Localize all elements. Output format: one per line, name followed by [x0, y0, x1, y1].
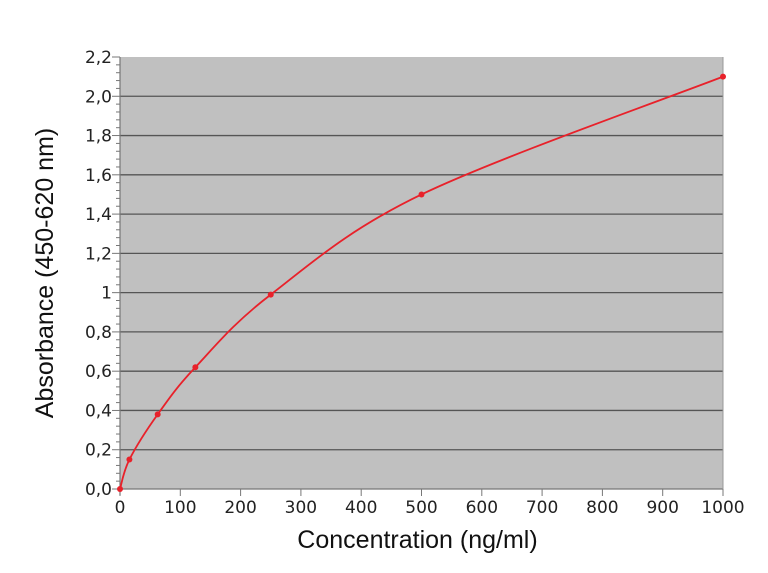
y-tick-label: 1,6	[85, 166, 112, 186]
y-tick-label: 1,8	[85, 127, 112, 147]
y-tick-label: 1,4	[85, 205, 112, 225]
y-tick-label: 2,0	[85, 87, 112, 107]
x-tick-label: 100	[164, 498, 196, 518]
y-tick-label: 2,2	[85, 48, 112, 68]
data-point-marker	[267, 291, 274, 298]
x-tick-label: 400	[345, 498, 377, 518]
data-point-marker	[154, 411, 161, 418]
series-line	[119, 75, 724, 490]
y-tick-label: 0,2	[85, 441, 112, 461]
y-tick-label: 1,2	[85, 244, 112, 264]
x-axis: 0 100 200 300 400 500 600 700 800 900 1000	[115, 57, 745, 518]
y-tick-label: 0,6	[85, 362, 112, 382]
y-tick-label: 0,8	[85, 323, 112, 343]
y-axis: 0,0 0,2 0,4 0,6 0,8 1 1,2 1,4 1,6 1,8 2,0 2,2	[85, 48, 121, 500]
x-tick-label: 900	[646, 498, 678, 518]
x-tick-label: 600	[466, 498, 498, 518]
x-axis-title: Concentration (ng/ml)	[297, 526, 537, 554]
y-tick-label: 1	[101, 284, 112, 304]
x-tick-label: 200	[224, 498, 256, 518]
x-tick-label: 0	[115, 498, 126, 518]
plot-area	[120, 57, 723, 489]
data-point-marker	[720, 73, 726, 80]
data-point-marker	[192, 364, 199, 371]
data-point-marker	[418, 191, 425, 198]
x-tick-label: 300	[285, 498, 317, 518]
data-point-marker	[117, 486, 123, 492]
gridlines	[120, 95, 723, 451]
x-tick-label: 500	[405, 498, 437, 518]
y-axis-title: Absorbance (450-620 nm)	[31, 128, 59, 418]
x-tick-label: 800	[586, 498, 618, 518]
series-standard-curve	[117, 73, 726, 492]
y-tick-label: 0,4	[85, 401, 112, 421]
x-tick-label: 1000	[701, 498, 744, 518]
data-point-marker	[126, 456, 133, 463]
y-tick-label: 0,0	[85, 480, 112, 500]
x-tick-label: 700	[526, 498, 558, 518]
